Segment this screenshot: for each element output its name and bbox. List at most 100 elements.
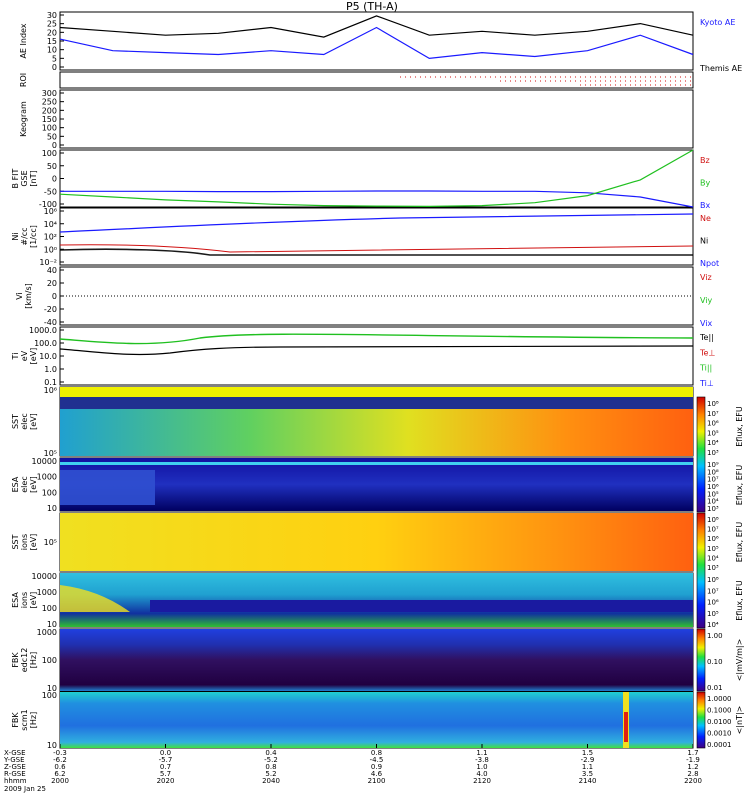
legend-vi-1: Viy [700, 296, 713, 305]
colorbar-5: 1.0000 0.1000 0.0100 0.0010 0.0001<|nT|> [707, 695, 744, 749]
xaxis-cell-x: 0.0 [160, 749, 171, 757]
xaxis-cell-x: -0.3 [53, 749, 67, 757]
panel-ylabel: [Hz] [29, 712, 38, 728]
legend-vi-0: Viz [700, 273, 712, 282]
series-line-by [59, 149, 694, 208]
sst-elec-spectrogram [60, 409, 693, 456]
xaxis-cell-y: -6.2 [53, 756, 67, 764]
panel-ylabel: Ni [11, 232, 20, 240]
xaxis-cell-hhmm: 2120 [473, 777, 491, 785]
xaxis-cell-hhmm: 2000 [51, 777, 69, 785]
legend-ae-1: Themis AE [699, 64, 742, 73]
panel-ylabel: Keogram [19, 101, 28, 137]
y-tick-label: 10⁵ [44, 449, 57, 458]
y-tick-label: 20 [47, 28, 57, 37]
colorbar-tick: 0.0010 [707, 730, 732, 738]
xaxis-row-label: R-GSE [4, 770, 26, 778]
y-tick-label: 300 [42, 89, 57, 98]
y-tick-label: 50 [47, 132, 57, 141]
panel-ylabel: ions [20, 534, 29, 550]
legend-bfit-0: Bz [700, 156, 710, 165]
colorbar-tick: 10⁸ [707, 468, 719, 476]
panel-ylabel: ROI [19, 73, 28, 87]
esa-elec-spectrogram [60, 458, 693, 511]
panel-frame [59, 266, 694, 326]
y-tick-label: 10 [47, 620, 57, 629]
y-tick-label: 10000 [32, 572, 57, 581]
colorbar-tick: 10⁷ [707, 410, 719, 418]
colorbar-tick: 10⁷ [707, 526, 719, 534]
y-tick-label: 100 [42, 604, 57, 613]
y-tick-label: 0 [52, 63, 57, 72]
y-tick-label: 0 [52, 141, 57, 150]
y-tick-label: 10 [47, 741, 57, 750]
xaxis-cell-r: 4.6 [371, 770, 383, 778]
panel-ylabel: #/cc [20, 227, 29, 245]
panel-ylabel: elec [20, 413, 29, 429]
legend-ni-2: Npot [700, 259, 719, 268]
xaxis-cell-r: 3.5 [582, 770, 593, 778]
colorbar-tick: 10⁷ [707, 476, 719, 484]
xaxis-cell-z: 0.6 [54, 763, 66, 771]
esa-elec-bright-band [60, 462, 693, 465]
colorbar-label: Eflux, EFU [735, 406, 744, 447]
y-tick-label: 100 [42, 124, 57, 133]
ti-trace [59, 333, 694, 356]
panel-ylabel: [eV] [29, 592, 38, 609]
colorbar-tick: 10⁶ [707, 599, 719, 607]
y-tick-label: 30 [47, 11, 57, 20]
panel-ylabel: [nT] [29, 170, 38, 186]
colorbar-tick: 10⁵ [707, 545, 719, 553]
colorbar-tick: 0.01 [707, 684, 723, 692]
colorbar-3: 10⁸ 10⁷ 10⁶ 10⁵ 10⁴ Eflux, EFU [707, 576, 744, 629]
xaxis-cell-r: 2.8 [687, 770, 698, 778]
y-tick-label: 1000 [37, 473, 57, 482]
panel-ylabel: [eV] [29, 413, 38, 430]
colorbar-tick: 10⁶ [707, 420, 719, 428]
y-tick-label: 1.0 [44, 365, 57, 374]
y-tick-label: 15 [47, 37, 57, 46]
xaxis-cell-x: 1.1 [476, 749, 487, 757]
colorbar-sst-elec [696, 396, 706, 513]
xaxis-row-label: X-GSE [4, 749, 26, 757]
panel-roi: ROI [19, 71, 694, 89]
colorbar-label: Eflux, EFU [735, 465, 744, 506]
legend-ae-0: Kyoto AE [700, 18, 735, 27]
xaxis-cell-y: -3.8 [475, 756, 489, 764]
xaxis-cell-hhmm: 2020 [157, 777, 175, 785]
y-tick-label: 100 [42, 149, 57, 158]
colorbar-esa-ions [696, 512, 706, 629]
panel-ylabel: [km/s] [24, 283, 33, 309]
colorbar-tick: 0.1000 [707, 707, 732, 715]
xaxis-row-label: Y-GSE [3, 756, 25, 764]
xaxis-cell-x: 0.4 [265, 749, 277, 757]
sst-ions-spectrogram [60, 513, 693, 571]
legend-ti-0: Te|| [699, 333, 714, 342]
panel-frame [59, 71, 694, 89]
panel-ylabel: Ti [11, 353, 20, 361]
y-tick-label: 40 [47, 266, 57, 275]
legend-ni-0: Ne [700, 214, 711, 223]
y-tick-label: 0 [52, 292, 57, 301]
y-tick-label: 200 [42, 106, 57, 115]
colorbar-label: Eflux, EFU [735, 522, 744, 563]
colorbar-tick: 10⁴ [707, 621, 719, 629]
y-tick-label: 10⁻² [39, 258, 57, 267]
xaxis-cell-z: 1.1 [582, 763, 593, 771]
colorbar-tick: 1.00 [707, 632, 723, 640]
colorbar-tick: 0.0100 [707, 718, 732, 726]
panel-ylabel: ESA [11, 476, 20, 492]
panel-frame [59, 149, 694, 208]
colorbar-tick: 10⁸ [707, 576, 719, 584]
y-tick-label: 50 [47, 162, 57, 171]
series-line-bx [60, 190, 694, 208]
panel-ylabel: edc12 [20, 648, 29, 673]
y-tick-label: 10⁵ [44, 538, 57, 547]
colorbar-fbk-scm [696, 691, 706, 749]
colorbar-tick: 10⁶ [707, 483, 719, 491]
panel-ti: Ti eV [eV] 1000.0 100.0 10.0 1.0 0.1 Te|| Te⊥ Ti||… [11, 326, 715, 388]
colorbar-tick: 10⁵ [707, 490, 719, 498]
xaxis-cell-z: 0.7 [160, 763, 171, 771]
